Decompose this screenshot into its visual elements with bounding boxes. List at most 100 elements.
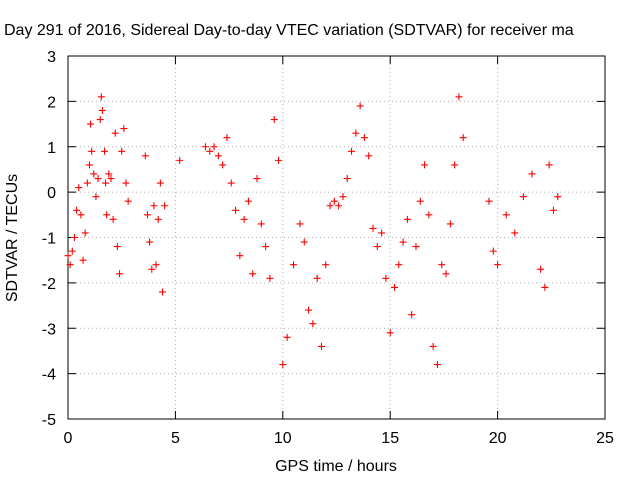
x-tick-label: 20: [489, 430, 507, 447]
y-tick-label: 2: [47, 94, 56, 111]
data-point: [101, 147, 109, 155]
y-tick-label: 1: [47, 140, 56, 157]
data-point: [85, 161, 93, 169]
data-point: [92, 193, 100, 201]
data-point: [335, 202, 343, 210]
data-point: [275, 156, 283, 164]
data-point: [451, 161, 459, 169]
y-axis-label: SDTVAR / TECUs: [4, 174, 21, 302]
data-point: [120, 125, 128, 133]
data-point: [554, 193, 562, 201]
data-point: [122, 179, 130, 187]
data-point: [118, 147, 126, 155]
data-point: [79, 256, 87, 264]
data-point: [403, 215, 411, 223]
data-point: [348, 147, 356, 155]
data-point: [96, 116, 104, 124]
data-point: [382, 274, 390, 282]
data-point: [296, 220, 304, 228]
data-point: [356, 102, 364, 110]
data-point: [326, 202, 334, 210]
data-point: [541, 283, 549, 291]
data-point: [156, 179, 164, 187]
data-point: [309, 320, 317, 328]
data-point: [300, 238, 308, 246]
x-tick-label: 5: [171, 430, 180, 447]
grid: [68, 56, 605, 419]
axis-ticks: 0 5 10 15 20 25 -5 -4 -3 -2 -1 0 1 2 3: [42, 49, 614, 447]
data-point: [253, 175, 261, 183]
data-point: [537, 265, 545, 273]
data-point: [305, 306, 313, 314]
data-point: [455, 93, 463, 101]
data-point: [116, 270, 124, 278]
y-tick-label: 0: [47, 185, 56, 202]
data-point: [244, 197, 252, 205]
data-point: [64, 252, 72, 260]
data-point: [152, 261, 160, 269]
data-point: [257, 220, 265, 228]
data-point: [214, 152, 222, 160]
data-point: [290, 261, 298, 269]
chart-title: Day 291 of 2016, Sidereal Day-to-day VTE…: [4, 22, 574, 39]
data-point: [97, 93, 105, 101]
data-point: [232, 206, 240, 214]
data-point: [519, 193, 527, 201]
data-point: [249, 270, 257, 278]
data-point: [421, 161, 429, 169]
data-point: [146, 238, 154, 246]
y-tick-label: -2: [42, 276, 56, 293]
y-tick-label: -3: [42, 321, 56, 338]
data-point: [270, 116, 278, 124]
data-point: [365, 152, 373, 160]
data-point: [124, 197, 132, 205]
data-point: [219, 161, 227, 169]
data-point: [412, 243, 420, 251]
data-point: [159, 288, 167, 296]
data-point: [429, 342, 437, 350]
data-point: [438, 261, 446, 269]
data-point: [107, 175, 115, 183]
data-point: [73, 206, 81, 214]
data-point: [343, 175, 351, 183]
data-point: [113, 243, 121, 251]
data-point: [201, 143, 209, 151]
data-point: [227, 179, 235, 187]
data-point: [425, 211, 433, 219]
data-point: [317, 342, 325, 350]
data-point: [266, 274, 274, 282]
data-point: [87, 120, 95, 128]
data-point: [102, 179, 110, 187]
data-point: [485, 197, 493, 205]
x-axis-label: GPS time / hours: [275, 458, 397, 475]
data-point: [399, 238, 407, 246]
data-point: [386, 329, 394, 337]
data-point: [408, 311, 416, 319]
data-point: [330, 197, 338, 205]
data-point: [236, 252, 244, 260]
y-tick-label: -5: [42, 412, 56, 429]
data-point: [390, 283, 398, 291]
data-point: [502, 211, 510, 219]
x-tick-label: 15: [381, 430, 399, 447]
data-point: [109, 215, 117, 223]
x-tick-label: 0: [64, 430, 73, 447]
data-point: [262, 243, 270, 251]
x-tick-label: 10: [274, 430, 292, 447]
data-point: [75, 184, 83, 192]
data-point: [176, 156, 184, 164]
data-point: [369, 224, 377, 232]
data-point: [395, 261, 403, 269]
data-point: [103, 211, 111, 219]
data-point: [378, 229, 386, 237]
data-point: [98, 106, 106, 114]
data-point: [511, 229, 519, 237]
data-point: [283, 333, 291, 341]
data-point: [279, 361, 287, 369]
data-point: [154, 215, 162, 223]
data-point: [433, 361, 441, 369]
y-tick-label: 3: [47, 49, 56, 66]
data-point: [141, 152, 149, 160]
data-point: [313, 274, 321, 282]
